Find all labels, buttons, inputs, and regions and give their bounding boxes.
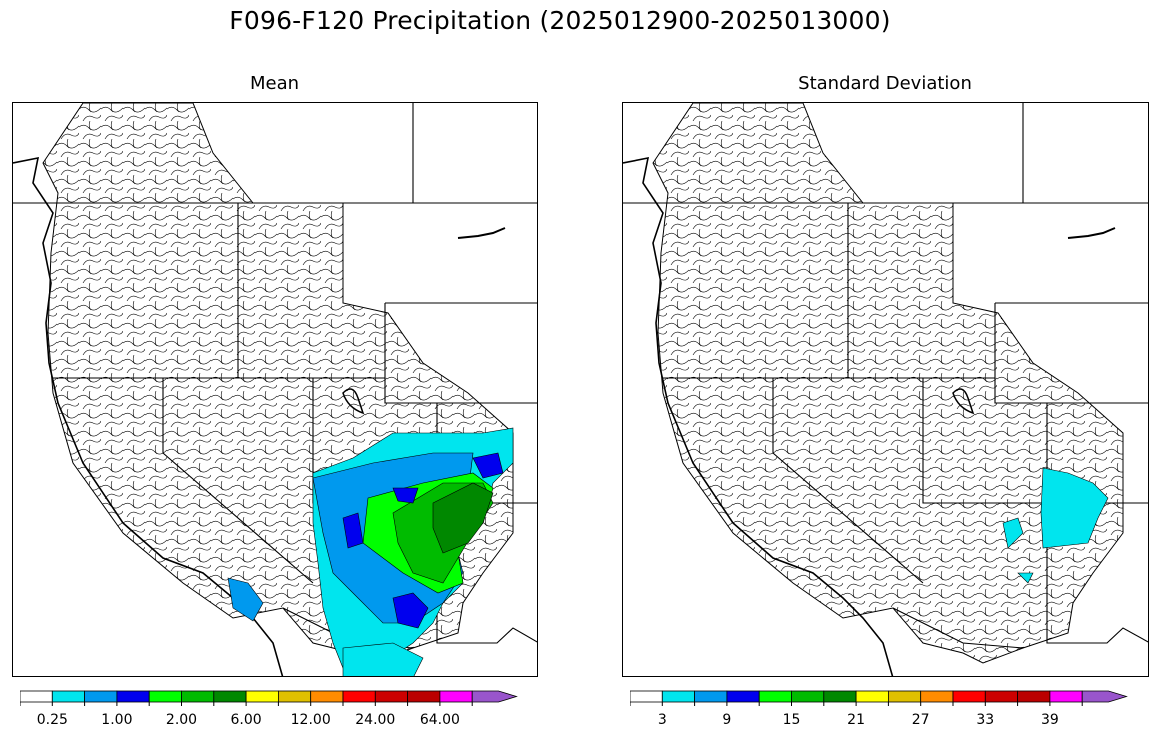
std-shading: [1002, 467, 1109, 584]
colorbar-swatch: [694, 690, 728, 703]
colorbar-swatch: [116, 690, 150, 703]
colorbar-swatch: [887, 690, 922, 703]
colorbar-swatch: [823, 690, 857, 703]
colorbar-swatch: [1081, 690, 1128, 703]
colorbar-swatch: [245, 690, 279, 703]
colorbar-swatch: [952, 690, 986, 703]
colorbar-swatch: [920, 690, 954, 703]
colorbar-tick-label: 27: [911, 712, 930, 728]
great-salt-lake: [952, 388, 975, 415]
colorbar-swatch: [1049, 690, 1083, 703]
figure-title: F096-F120 Precipitation (2025012900-2025…: [229, 6, 891, 35]
mean-map-canvas: [13, 103, 537, 676]
colorbar-swatch: [726, 690, 760, 703]
colorbar-tick-label: 24.00: [355, 712, 396, 728]
colorbar-tick-label: 1.00: [101, 712, 133, 728]
colorbar-tick-label: 15: [782, 712, 801, 728]
colorbar-tick-label: 0.25: [36, 712, 68, 728]
colorbar-tick-label: 12.00: [290, 712, 331, 728]
colorbar-tick-label: 64.00: [419, 712, 460, 728]
colorbar-swatch: [439, 690, 473, 703]
lake-outline: [1067, 227, 1116, 239]
colorbar-tick-label: 2.00: [165, 712, 198, 728]
colorbar-swatch: [213, 690, 247, 703]
std-map: [622, 102, 1149, 677]
mean-colorbar: [20, 690, 518, 706]
colorbar-swatch: [471, 690, 518, 703]
colorbar-tick-label: 3: [657, 712, 667, 728]
precip-shading: [227, 427, 514, 676]
colorbar-tick-label: 9: [722, 712, 732, 728]
colorbar-tick-label: 21: [847, 712, 866, 728]
mean-map: [12, 102, 538, 677]
std-panel-title: Standard Deviation: [798, 73, 972, 94]
colorbar-swatch: [630, 690, 663, 703]
colorbar-swatch: [310, 690, 344, 703]
std-map-canvas: [623, 103, 1148, 676]
colorbar-swatch: [181, 690, 215, 703]
mean-panel-title: Mean: [249, 73, 300, 94]
colorbar-swatch: [374, 690, 408, 703]
colorbar-swatch: [661, 690, 695, 703]
colorbar-swatch: [342, 690, 376, 703]
colorbar-swatch: [855, 690, 889, 703]
colorbar-swatch: [1017, 690, 1051, 703]
colorbar-swatch: [84, 690, 118, 703]
colorbar-swatch: [148, 690, 182, 703]
great-salt-lake: [342, 388, 365, 415]
colorbar-tick-label: 39: [1040, 712, 1059, 728]
colorbar-swatch: [758, 690, 792, 703]
colorbar-swatch: [20, 690, 53, 703]
state-borders: [623, 103, 1148, 649]
colorbar-swatch: [51, 690, 85, 703]
basin-boundaries: [652, 103, 1124, 664]
colorbar-swatch: [407, 690, 441, 703]
colorbar-swatch: [277, 690, 312, 703]
colorbar-swatch: [984, 690, 1018, 703]
colorbar-swatch: [791, 690, 825, 703]
std-colorbar: [630, 690, 1128, 706]
lake-outline: [457, 227, 506, 239]
colorbar-tick-label: 33: [976, 712, 995, 728]
colorbar-tick-label: 6.00: [230, 712, 262, 728]
